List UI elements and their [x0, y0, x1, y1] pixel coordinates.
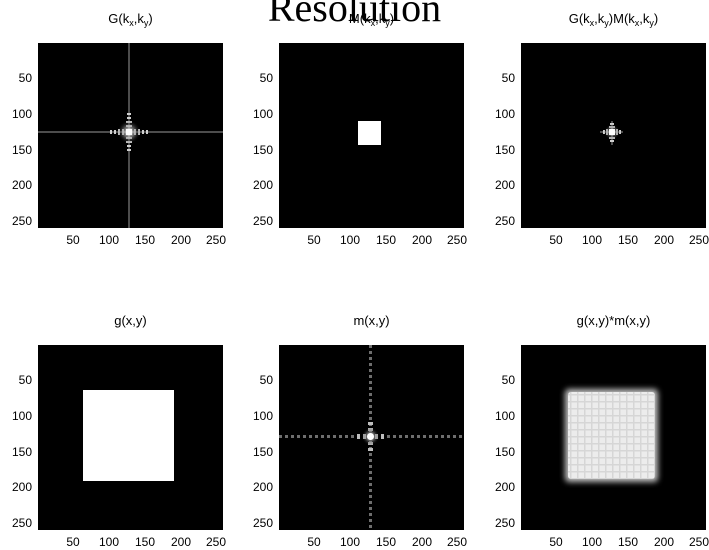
x-tick: 150 [134, 233, 156, 247]
x-tick: 50 [549, 233, 563, 247]
panel-title: g(x,y)*m(x,y) [576, 313, 651, 328]
y-tick: 200 [252, 178, 273, 192]
x-tick: 50 [307, 233, 321, 247]
x-tick: 150 [617, 535, 639, 549]
x-tick: 200 [411, 535, 433, 549]
y-tick: 150 [11, 445, 32, 459]
panel-title: G(kx,ky)M(kx,ky) [568, 11, 659, 28]
panel-GM-product: G(kx,ky)M(kx,ky) 50 100 150 200 [495, 11, 709, 246]
panel-title: g(x,y) [114, 313, 147, 328]
x-tick: 150 [375, 233, 397, 247]
y-tick: 250 [11, 214, 32, 228]
y-tick: 100 [494, 107, 515, 121]
x-tick: 200 [653, 233, 675, 247]
x-tick: 150 [375, 535, 397, 549]
y-tick: 200 [494, 178, 515, 192]
y-tick: 100 [11, 107, 32, 121]
x-tick: 200 [411, 233, 433, 247]
y-tick: 250 [494, 516, 515, 530]
y-tick: 200 [11, 178, 32, 192]
y-tick: 50 [259, 373, 273, 387]
x-tick: 50 [307, 535, 321, 549]
x-tick: 250 [446, 535, 468, 549]
y-tick: 100 [252, 409, 273, 423]
x-tick: 50 [66, 535, 80, 549]
x-tick: 150 [134, 535, 156, 549]
y-tick: 250 [252, 516, 273, 530]
y-tick: 150 [494, 445, 515, 459]
x-tick: 50 [549, 535, 563, 549]
x-tick: 100 [581, 535, 603, 549]
y-tick: 200 [11, 480, 32, 494]
panel-title: M(kx,ky) [348, 11, 395, 28]
y-tick: 150 [252, 143, 273, 157]
y-tick: 100 [494, 409, 515, 423]
x-tick: 50 [66, 233, 80, 247]
image-m-psf [279, 345, 464, 530]
image-M-mask [279, 43, 464, 228]
x-tick: 200 [170, 535, 192, 549]
blurred-square [568, 392, 655, 479]
y-tick: 250 [252, 214, 273, 228]
main-title: Resolution [267, 0, 442, 30]
panel-convolution: g(x,y)*m(x,y) 50 100 150 200 250 50 100 … [495, 313, 709, 548]
panel-m-psf: m(x,y) [253, 313, 467, 548]
y-tick: 50 [18, 373, 32, 387]
x-tick: 100 [339, 233, 361, 247]
panel-M-mask: M(kx,ky) 50 100 150 200 250 50 100 150 2… [253, 11, 467, 246]
panel-g-object: g(x,y) 50 100 150 200 250 50 100 150 200… [12, 313, 226, 548]
x-tick: 200 [170, 233, 192, 247]
object-square [83, 390, 174, 481]
image-convolution [521, 345, 706, 530]
x-tick: 200 [653, 535, 675, 549]
image-GM-product [521, 43, 706, 228]
x-tick: 250 [205, 535, 227, 549]
y-tick: 200 [494, 480, 515, 494]
x-tick: 250 [688, 233, 709, 247]
y-tick: 50 [501, 71, 515, 85]
x-tick: 250 [688, 535, 709, 549]
y-tick: 50 [18, 71, 32, 85]
panel-title: m(x,y) [353, 313, 390, 328]
y-tick: 150 [252, 445, 273, 459]
panel-title: G(kx,ky) [108, 11, 153, 28]
x-tick: 100 [98, 535, 120, 549]
x-tick: 100 [339, 535, 361, 549]
x-tick: 150 [617, 233, 639, 247]
y-tick: 200 [252, 480, 273, 494]
x-tick: 100 [581, 233, 603, 247]
y-tick: 150 [11, 143, 32, 157]
y-tick: 100 [252, 107, 273, 121]
panel-G-kspace: G(kx,ky) [12, 11, 226, 246]
y-tick: 100 [11, 409, 32, 423]
y-tick: 250 [11, 516, 32, 530]
y-tick: 150 [494, 143, 515, 157]
x-tick: 250 [205, 233, 227, 247]
x-tick: 100 [98, 233, 120, 247]
mask-square [358, 121, 381, 145]
y-tick: 50 [259, 71, 273, 85]
x-tick: 250 [446, 233, 468, 247]
y-tick: 250 [494, 214, 515, 228]
image-g-object [38, 345, 223, 530]
image-G-kspace [38, 43, 223, 228]
y-tick: 50 [501, 373, 515, 387]
